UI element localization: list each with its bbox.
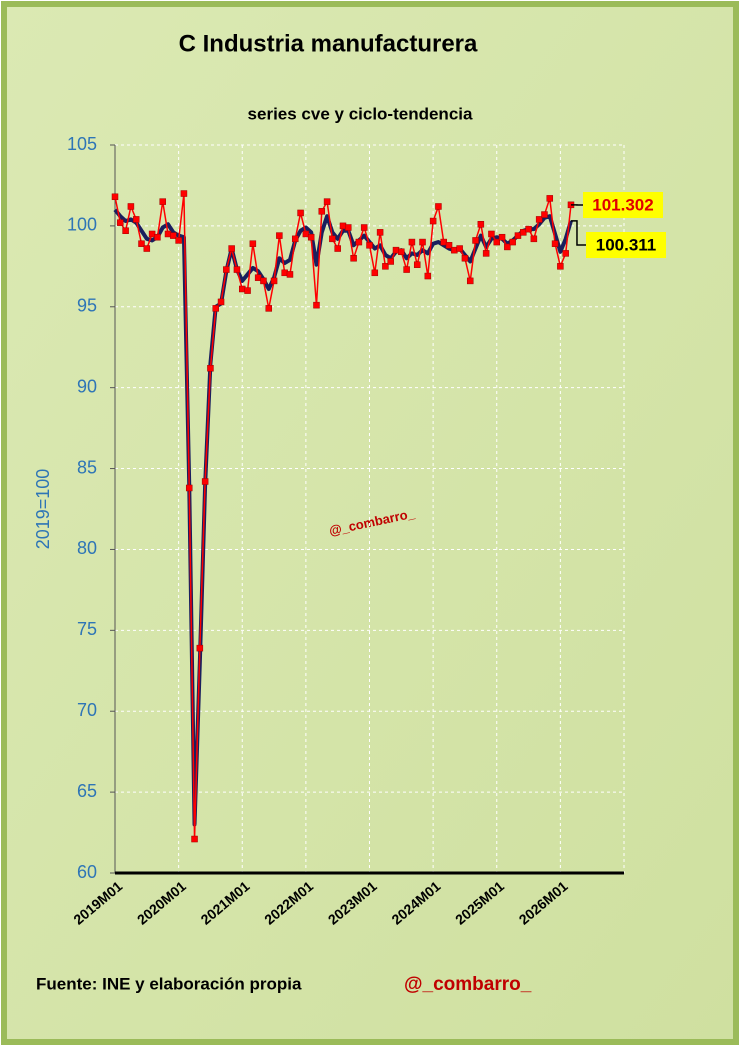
point [547,195,553,201]
point [207,365,213,371]
point [483,250,489,256]
y-tick-label: 85 [77,457,97,477]
point [154,234,160,240]
point [372,270,378,276]
y-tick-label: 75 [77,619,97,639]
point [276,233,282,239]
point [552,241,558,247]
point [462,255,468,261]
point [478,221,484,227]
point [213,305,219,311]
point [404,267,410,273]
point [144,246,150,252]
point [430,218,436,224]
point [160,199,166,205]
value-label: 101.302 [592,195,653,214]
point [313,302,319,308]
point [319,208,325,214]
point [420,239,426,245]
point [192,836,198,842]
y-tick-label: 80 [77,538,97,558]
point [377,229,383,235]
point [563,250,569,256]
point [541,212,547,218]
point [112,194,118,200]
source-note: Fuente: INE y elaboración propia [36,974,302,993]
point [473,237,479,243]
y-tick-label: 60 [77,862,97,882]
point [467,278,473,284]
point [128,203,134,209]
point [425,273,431,279]
point [176,237,182,243]
y-tick-label: 100 [67,215,97,235]
point [398,249,404,255]
point [123,228,129,234]
point [329,236,335,242]
y-axis-label: 2019=100 [33,469,53,550]
point [218,299,224,305]
point [292,236,298,242]
point [531,236,537,242]
author: @_combarro_ [404,974,532,995]
chart-title: C Industria manufacturera [179,30,478,57]
point [245,288,251,294]
point [298,210,304,216]
point [435,203,441,209]
y-tick-label: 70 [77,700,97,720]
point [510,239,516,245]
point [117,220,123,226]
y-tick-label: 95 [77,296,97,316]
point [234,267,240,273]
point [526,226,532,232]
point [457,246,463,252]
point [287,271,293,277]
y-tick-label: 90 [77,376,97,396]
point [324,199,330,205]
point [356,239,362,245]
point [367,242,373,248]
point [223,267,229,273]
point [229,246,235,252]
point [260,278,266,284]
point [557,263,563,269]
point [499,234,505,240]
point [250,241,256,247]
point [271,278,277,284]
point [409,239,415,245]
point [197,645,203,651]
point [351,255,357,261]
value-label: 100.311 [596,235,657,254]
point [186,485,192,491]
point [414,262,420,268]
point [266,305,272,311]
point [361,225,367,231]
point [345,225,351,231]
point [488,231,494,237]
point [335,246,341,252]
point [202,478,208,484]
y-tick-label: 65 [77,781,97,801]
point [388,258,394,264]
y-tick-label: 105 [67,134,97,154]
chart-subtitle: series cve y ciclo-tendencia [248,104,473,123]
point [133,216,139,222]
point [181,191,187,197]
point [308,234,314,240]
